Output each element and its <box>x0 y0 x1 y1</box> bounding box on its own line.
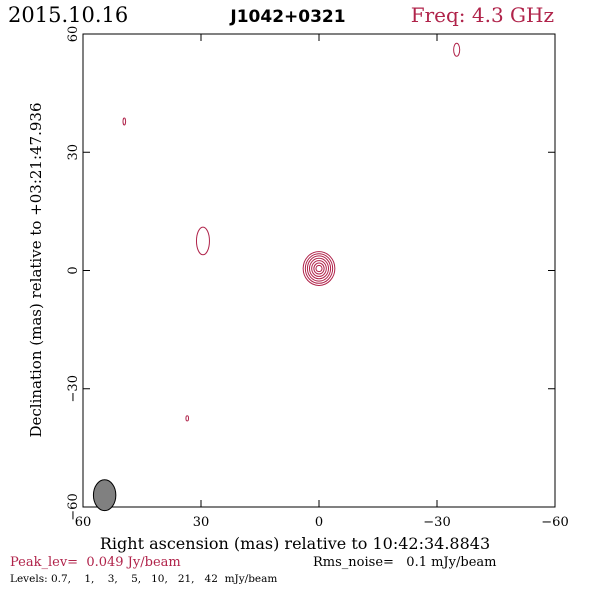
x-tick-label: 0 <box>315 515 323 530</box>
plot-frame <box>82 33 556 508</box>
x-tick-labels: 60 30 0 −30 −60 <box>75 515 569 530</box>
x-axis-label: Right ascension (mas) relative to 10:42:… <box>100 534 490 553</box>
y-tick-label: 0 <box>66 266 81 274</box>
contour-levels: Levels: 0.7, 1, 3, 5, 10, 21, 42 mJy/bea… <box>10 573 277 585</box>
peak-level: Peak_lev= 0.049 Jy/beam <box>10 555 181 570</box>
beam-ellipse <box>92 479 117 512</box>
contour-line <box>313 262 325 275</box>
contours <box>122 42 461 422</box>
contour-line <box>308 257 330 280</box>
source-name: J1042+0321 <box>229 7 345 27</box>
frequency-label: Freq: 4.3 GHz <box>411 3 554 27</box>
weak-contour <box>122 117 127 126</box>
beam-shape <box>92 479 117 512</box>
contour-line <box>306 255 332 282</box>
y-tick-label: −30 <box>66 375 81 402</box>
observation-date: 2015.10.16 <box>8 3 128 27</box>
y-tick-label: 30 <box>66 144 81 161</box>
axis-ticks <box>82 33 556 508</box>
weak-contour <box>185 415 190 422</box>
x-tick-label: −60 <box>541 515 568 530</box>
contour-line <box>302 251 336 286</box>
x-tick-label: 60 <box>75 515 92 530</box>
y-axis-label: Declination (mas) relative to +03:21:47.… <box>27 102 45 437</box>
y-tick-labels: −60 −30 0 30 60 <box>66 26 81 521</box>
contour-line <box>315 264 323 273</box>
x-tick-label: −30 <box>423 515 450 530</box>
contour-line <box>304 253 334 284</box>
y-tick-label: −60 <box>66 493 81 520</box>
x-tick-label: 30 <box>193 515 210 530</box>
weak-contour <box>195 226 210 256</box>
rms-noise: Rms_noise= 0.1 mJy/beam <box>313 555 496 570</box>
y-tick-label: 60 <box>66 26 81 43</box>
weak-contour <box>453 42 461 57</box>
contour-line <box>311 260 327 277</box>
